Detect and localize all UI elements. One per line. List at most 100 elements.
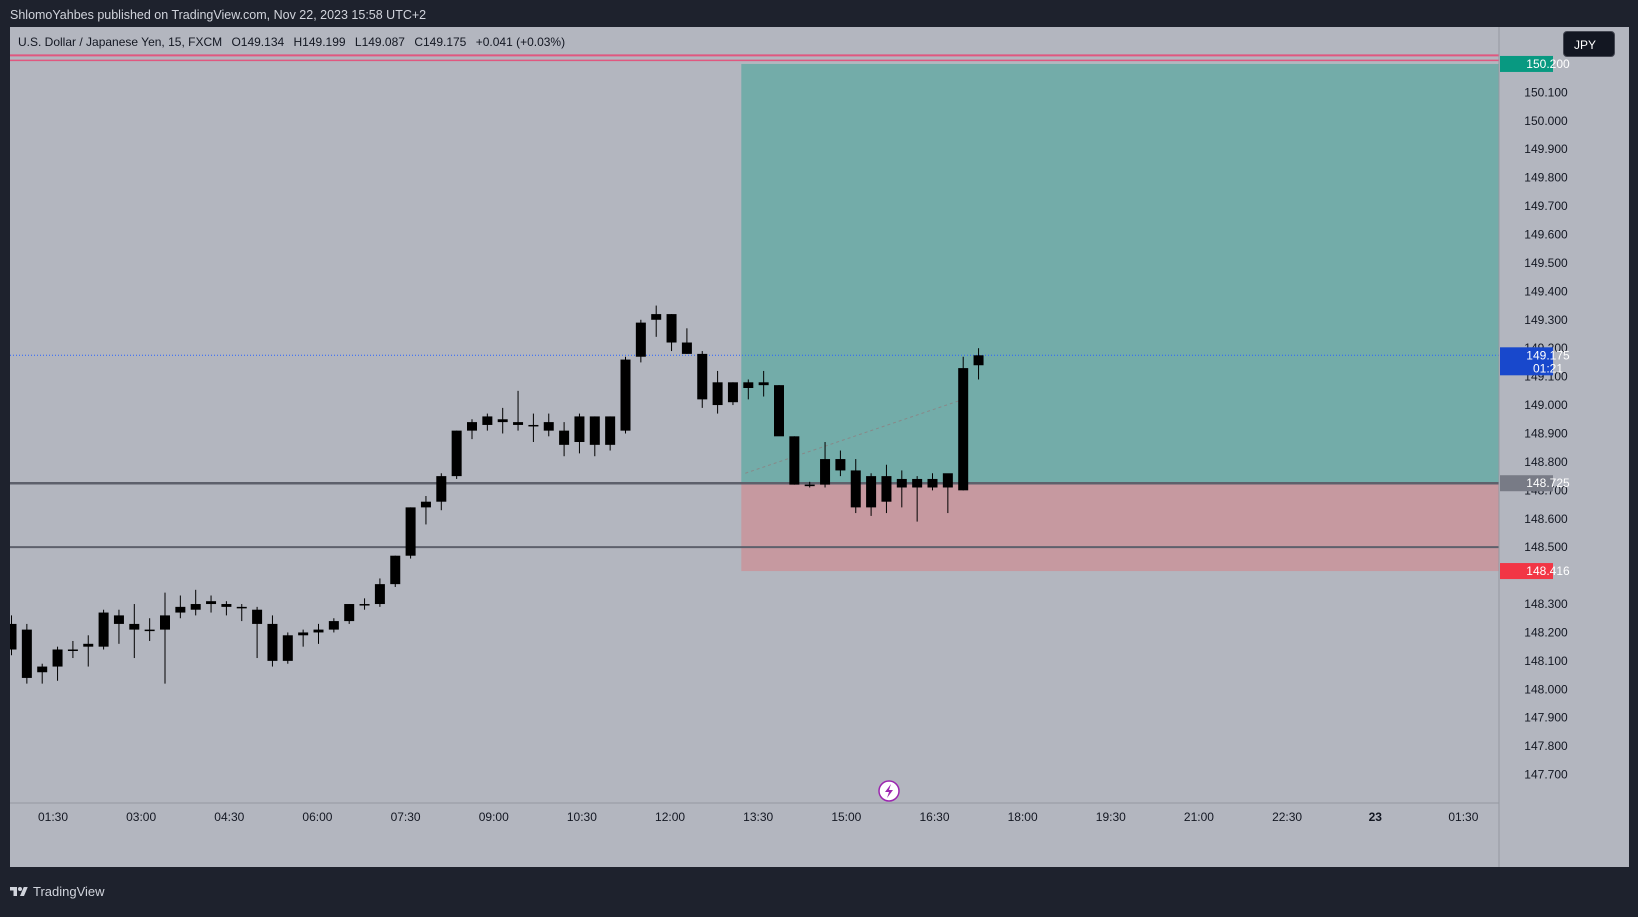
entry-price-badge-bg xyxy=(1500,475,1553,492)
candle-body[interactable] xyxy=(67,649,78,652)
candle-body[interactable] xyxy=(958,368,969,491)
y-tick-label: 149.600 xyxy=(1524,228,1568,242)
candle-body[interactable] xyxy=(758,382,769,386)
lightning-icon xyxy=(885,784,893,798)
candle-body[interactable] xyxy=(451,430,462,477)
candle-body[interactable] xyxy=(252,609,263,624)
candle-body[interactable] xyxy=(236,606,247,609)
price-axis[interactable] xyxy=(1499,27,1629,867)
candle-body[interactable] xyxy=(574,416,585,443)
y-tick-label: 149.900 xyxy=(1524,142,1568,156)
candle-body[interactable] xyxy=(10,623,17,650)
candle-body[interactable] xyxy=(589,416,600,445)
profit-zone[interactable] xyxy=(741,63,1499,484)
candle-body[interactable] xyxy=(98,612,109,647)
candle-body[interactable] xyxy=(221,604,232,607)
candle-body[interactable] xyxy=(881,476,892,502)
candle-body[interactable] xyxy=(774,385,784,437)
candle-body[interactable] xyxy=(436,476,447,502)
x-tick-label: 19:30 xyxy=(1096,810,1126,824)
candle-body[interactable] xyxy=(896,478,907,488)
candle-body[interactable] xyxy=(666,314,677,343)
symbol-legend: U.S. Dollar / Japanese Yen, 15, FXCM O14… xyxy=(18,35,571,49)
candle-body[interactable] xyxy=(543,422,554,431)
candle-body[interactable] xyxy=(83,643,94,647)
x-tick-label: 16:30 xyxy=(919,810,949,824)
candle-body[interactable] xyxy=(175,606,186,613)
stop-price-badge: 148.416 xyxy=(1526,564,1570,578)
candle-body[interactable] xyxy=(528,424,539,427)
candle-body[interactable] xyxy=(651,314,662,320)
chart-area[interactable]: 150.100 150.000 149.900 149.800 149.700 149.6… xyxy=(10,27,1629,867)
ohlc-open: O149.134 xyxy=(231,35,285,49)
candle-body[interactable] xyxy=(789,436,800,485)
candle-body[interactable] xyxy=(820,459,831,485)
candle-body[interactable] xyxy=(282,635,293,661)
candle-body[interactable] xyxy=(190,604,201,610)
candle-body[interactable] xyxy=(467,422,477,431)
candle-body[interactable] xyxy=(605,416,616,445)
y-tick-label: 150.100 xyxy=(1524,85,1568,99)
y-tick-label: 148.600 xyxy=(1524,512,1568,526)
y-tick-label: 147.900 xyxy=(1524,711,1568,725)
candle-body[interactable] xyxy=(559,430,570,445)
x-tick-label: 03:00 xyxy=(126,810,156,824)
candle-body[interactable] xyxy=(405,507,416,556)
candle-body[interactable] xyxy=(942,473,953,488)
position-connector xyxy=(745,398,964,474)
y-tick-label: 148.000 xyxy=(1524,682,1568,696)
y-tick-label: 149.000 xyxy=(1524,398,1568,412)
candle-body[interactable] xyxy=(359,604,370,606)
candle-body[interactable] xyxy=(482,416,493,425)
candle-body[interactable] xyxy=(52,649,63,667)
entry-price-badge: 148.725 xyxy=(1526,476,1570,490)
candle-body[interactable] xyxy=(866,476,877,508)
candle-body[interactable] xyxy=(129,623,140,630)
candle-body[interactable] xyxy=(344,604,355,622)
candle-body[interactable] xyxy=(298,632,309,636)
candle-body[interactable] xyxy=(497,419,508,423)
candle-body[interactable] xyxy=(973,355,984,366)
candle-body[interactable] xyxy=(620,359,631,431)
candle-body[interactable] xyxy=(712,382,723,406)
candle-body[interactable] xyxy=(374,584,385,605)
y-tick-label: 148.300 xyxy=(1524,597,1568,611)
y-tick-label: 147.800 xyxy=(1524,739,1568,753)
candle-body[interactable] xyxy=(420,501,431,508)
candle-body[interactable] xyxy=(37,666,48,673)
y-tick-label: 149.700 xyxy=(1524,199,1568,213)
candle-body[interactable] xyxy=(697,353,708,400)
x-tick-label: 07:30 xyxy=(391,810,421,824)
y-tick-label: 148.200 xyxy=(1524,625,1568,639)
footer-brand: TradingView xyxy=(33,884,105,899)
y-tick-label: 149.300 xyxy=(1524,313,1568,327)
y-tick-label: 149.400 xyxy=(1524,284,1568,298)
candlestick-chart[interactable]: 150.100 150.000 149.900 149.800 149.700 149.6… xyxy=(10,27,1629,867)
last-price-badge-bg xyxy=(1500,347,1553,376)
candle-body[interactable] xyxy=(390,555,401,585)
y-tick-label: 150.000 xyxy=(1524,114,1568,128)
x-tick-label: 04:30 xyxy=(214,810,244,824)
candle-body[interactable] xyxy=(727,382,738,403)
x-tick-label: 01:30 xyxy=(38,810,68,824)
candle-body[interactable] xyxy=(635,322,646,357)
candle-body[interactable] xyxy=(21,629,32,678)
candle-body[interactable] xyxy=(206,601,217,605)
candle-body[interactable] xyxy=(835,459,846,471)
candle-body[interactable] xyxy=(804,484,815,487)
candle-body[interactable] xyxy=(912,478,923,488)
candle-body[interactable] xyxy=(850,470,861,508)
x-tick-label: 23 xyxy=(1369,810,1383,824)
currency-button[interactable]: JPY xyxy=(1563,31,1615,57)
candle-body[interactable] xyxy=(328,621,339,630)
footer: TradingView xyxy=(0,867,1638,903)
candle-body[interactable] xyxy=(267,623,278,661)
candle-body[interactable] xyxy=(160,615,170,630)
candle-body[interactable] xyxy=(681,342,692,354)
candle-body[interactable] xyxy=(113,615,124,624)
candle-body[interactable] xyxy=(513,422,524,425)
candle-body[interactable] xyxy=(743,382,754,388)
candle-body[interactable] xyxy=(927,478,938,488)
candle-body[interactable] xyxy=(313,629,324,633)
candle-body[interactable] xyxy=(144,629,155,632)
